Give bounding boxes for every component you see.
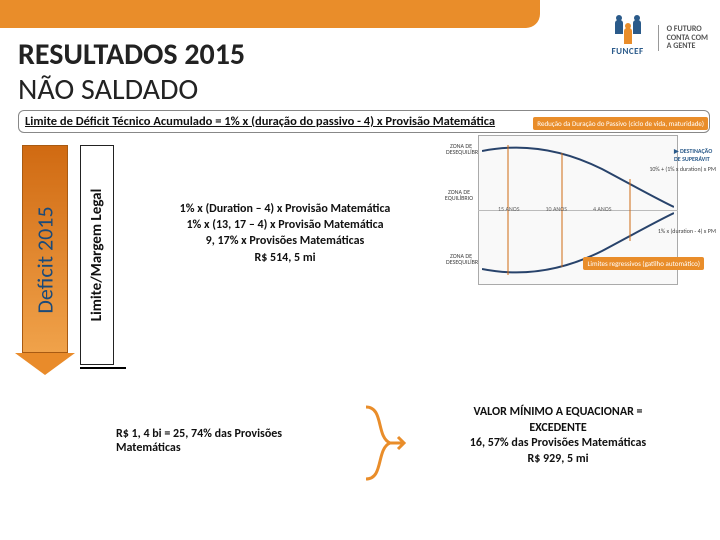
logo-area: FUNCEF O FUTURO CONTA COM A GENTE <box>606 16 708 60</box>
br-l1: VALOR MÍNIMO A EQUACIONAR = <box>428 405 688 421</box>
limite-bar-underline <box>80 367 126 369</box>
calc-line-1: 1% x (Duration – 4) x Provisão Matemátic… <box>140 201 430 217</box>
calc-line-4: R$ 514, 5 mi <box>140 250 430 266</box>
zone-deseq-top: ZONA DE DESEQUILÍBRIO <box>446 143 476 155</box>
bottom-right-block: VALOR MÍNIMO A EQUACIONAR = EXCEDENTE 16… <box>428 405 688 467</box>
page-title-2: NÃO SALDADO <box>18 71 720 108</box>
funcef-logo-icon: FUNCEF <box>606 16 650 60</box>
limite-bar-label: Limite/Margem Legal <box>88 189 106 322</box>
diagram-formula-top: 10% + (1% x duration) x PM <box>649 165 716 173</box>
diagram-top-label: Redução da Duração do Passivo (ciclo de … <box>533 117 708 130</box>
deficit-arrow-label: Deficit 2015 <box>32 206 59 313</box>
zone-deseq-bot: ZONA DE DESEQUILÍBRIO <box>446 253 476 265</box>
diagram-formula-bot: 1% x (duration - 4) x PM <box>658 227 716 235</box>
diagram-dest-arrow: ▶ DESTINAÇÃO DE SUPERÁVIT <box>674 147 714 163</box>
formula-text: Limite de Déficit Técnico Acumulado = 1%… <box>25 114 495 129</box>
orange-bracket-icon <box>360 401 410 485</box>
bottom-region: R$ 1, 4 bi = 25, 74% das Provisões Matem… <box>0 391 720 501</box>
diagram-ticks: 15 ANOS 10 ANOS 4 ANOS <box>498 205 612 213</box>
top-orange-bar <box>0 0 540 28</box>
logo-slogan: O FUTURO CONTA COM A GENTE <box>658 25 708 51</box>
calculation-block: 1% x (Duration – 4) x Provisão Matemátic… <box>140 201 430 266</box>
limite-bar: Limite/Margem Legal <box>80 145 114 365</box>
deficit-arrow: Deficit 2015 <box>22 145 68 375</box>
calc-line-3: 9, 17% x Provisões Matemáticas <box>140 233 430 249</box>
br-l4: R$ 929, 5 mi <box>428 452 688 468</box>
br-l3: 16, 57% das Provisões Matemáticas <box>428 436 688 452</box>
logo-text: FUNCEF <box>611 46 643 57</box>
calc-line-2: 1% x (13, 17 – 4) x Provisão Matemática <box>140 217 430 233</box>
zones-diagram: Redução da Duração do Passivo (ciclo de … <box>444 117 712 317</box>
zone-eq: ZONA DE EQUILÍBRIO <box>442 189 476 201</box>
middle-region: Deficit 2015 Limite/Margem Legal 1% x (D… <box>0 141 720 391</box>
bottom-left-text: R$ 1, 4 bi = 25, 74% das Provisões Matem… <box>116 427 346 455</box>
br-l2: EXCEDENTE <box>428 421 688 437</box>
diagram-bottom-bar: Limites regressivos (gatilho automático) <box>583 257 704 270</box>
